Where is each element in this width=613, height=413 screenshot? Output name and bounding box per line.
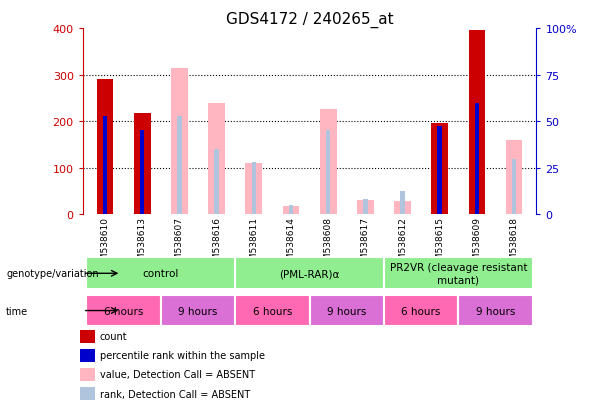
- Text: time: time: [6, 306, 28, 316]
- Bar: [134, 114, 151, 215]
- Bar: [215, 150, 219, 215]
- Bar: [326, 131, 330, 215]
- Bar: [283, 206, 299, 215]
- Text: control: control: [143, 268, 179, 279]
- Bar: [86, 258, 235, 290]
- Bar: [320, 110, 337, 215]
- Text: percentile rank within the sample: percentile rank within the sample: [100, 351, 265, 361]
- Bar: [86, 295, 161, 327]
- Bar: [384, 295, 459, 327]
- Bar: [474, 104, 479, 215]
- Bar: [235, 258, 384, 290]
- Text: PR2VR (cleavage resistant
mutant): PR2VR (cleavage resistant mutant): [389, 263, 527, 285]
- Text: value, Detection Call = ABSENT: value, Detection Call = ABSENT: [100, 370, 255, 380]
- Text: 6 hours: 6 hours: [253, 306, 292, 316]
- Text: 9 hours: 9 hours: [476, 306, 515, 316]
- Bar: [310, 295, 384, 327]
- Bar: [289, 206, 293, 215]
- Bar: [208, 104, 225, 215]
- Bar: [438, 126, 442, 215]
- Bar: [394, 202, 411, 215]
- Text: rank, Detection Call = ABSENT: rank, Detection Call = ABSENT: [100, 389, 250, 399]
- Bar: [468, 31, 485, 215]
- Bar: [161, 295, 235, 327]
- Bar: [384, 258, 533, 290]
- Title: GDS4172 / 240265_at: GDS4172 / 240265_at: [226, 12, 394, 28]
- Bar: [357, 201, 374, 215]
- Bar: [140, 130, 145, 215]
- Bar: [432, 124, 448, 215]
- Text: 9 hours: 9 hours: [327, 306, 367, 316]
- Text: 6 hours: 6 hours: [402, 306, 441, 316]
- Bar: [177, 117, 181, 215]
- Text: 9 hours: 9 hours: [178, 306, 218, 316]
- Bar: [506, 140, 522, 215]
- Bar: [400, 192, 405, 215]
- Bar: [235, 295, 310, 327]
- Bar: [512, 160, 516, 215]
- Text: 6 hours: 6 hours: [104, 306, 143, 316]
- Bar: [171, 69, 188, 215]
- Bar: [251, 162, 256, 215]
- Bar: [103, 116, 107, 215]
- Bar: [97, 80, 113, 215]
- Text: count: count: [100, 332, 128, 342]
- Bar: [459, 295, 533, 327]
- Text: genotype/variation: genotype/variation: [6, 268, 99, 279]
- Text: (PML-RAR)α: (PML-RAR)α: [280, 268, 340, 279]
- Bar: [363, 200, 368, 215]
- Bar: [245, 164, 262, 215]
